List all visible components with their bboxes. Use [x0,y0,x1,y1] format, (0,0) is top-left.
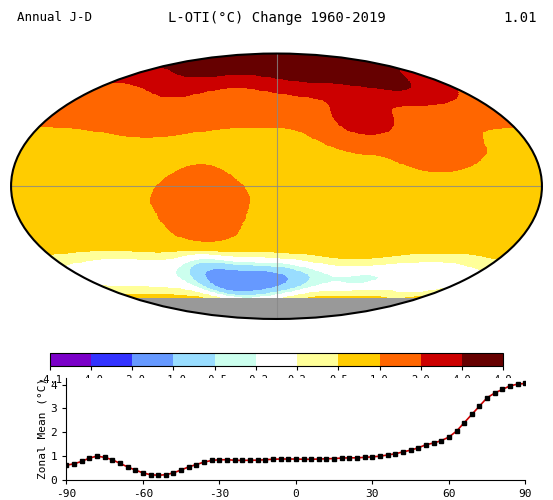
Text: L-OTI(°C) Change 1960-2019: L-OTI(°C) Change 1960-2019 [168,11,385,25]
Y-axis label: Zonal Mean (°C): Zonal Mean (°C) [38,378,48,480]
Text: Annual J-D: Annual J-D [17,11,92,24]
Text: 1.01: 1.01 [503,11,536,25]
